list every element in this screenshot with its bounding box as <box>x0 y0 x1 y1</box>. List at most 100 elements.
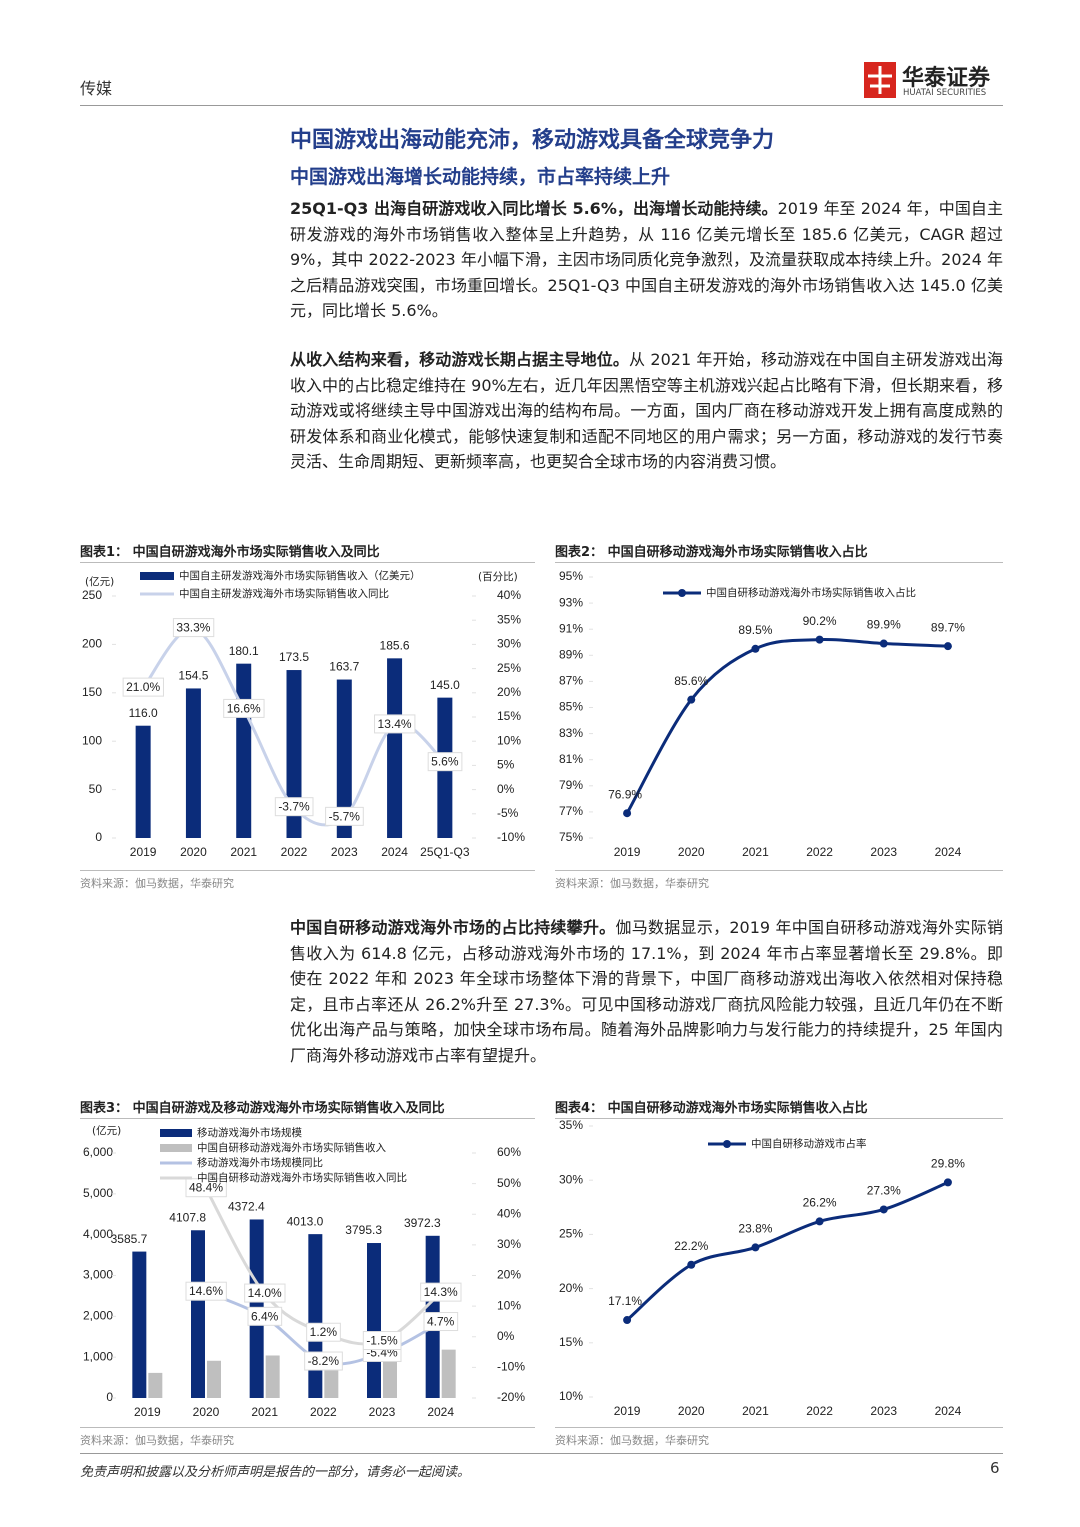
label-box <box>122 677 164 697</box>
bar-value-label: 145.0 <box>430 678 460 692</box>
line-value-label: 26.2% <box>803 1196 837 1210</box>
source-note: 资料来源：伽马数据，华泰研究 <box>555 877 709 890</box>
bar <box>286 670 302 838</box>
paragraph-body: 伽马数据显示，2019 年中国自研移动游戏海外实际销售收入为 614.8 亿元，… <box>290 918 1003 1065</box>
label-box <box>304 1351 343 1371</box>
y-tick-label: 77% <box>559 804 583 818</box>
x-tick-label: 2023 <box>870 845 897 859</box>
x-tick-label: 2021 <box>742 845 769 859</box>
footer-rule <box>80 1453 1003 1454</box>
x-tick-label: 2021 <box>251 1405 278 1419</box>
y-tick-label: 150 <box>82 685 102 699</box>
bar <box>387 658 403 838</box>
bar <box>367 1243 381 1398</box>
line-marker <box>623 809 632 818</box>
y-tick-label: 10% <box>497 733 521 747</box>
bar-value-label: 3795.3 <box>345 1223 382 1237</box>
legend-marker <box>678 589 686 597</box>
bar-value-label: 180.1 <box>229 644 259 658</box>
paragraph-lead: 25Q1-Q3 出海自研游戏收入同比增长 5.6%，出海增长动能持续。 <box>290 199 778 218</box>
label-box <box>427 752 463 772</box>
x-tick-label: 2019 <box>130 845 157 859</box>
bar-value-label: 163.7 <box>329 660 359 674</box>
y-tick-label: 85% <box>559 700 583 714</box>
x-tick-label: 2022 <box>281 845 308 859</box>
line-value-label: 85.6% <box>674 674 708 688</box>
caption-rule <box>555 562 1003 563</box>
x-tick-label: 2020 <box>193 1405 220 1419</box>
paragraph: 从收入结构来看，移动游戏长期占据主导地位。从 2021 年开始，移动游戏在中国自… <box>290 347 1003 475</box>
chart-caption: 图表4： 中国自研移动游戏海外市场实际销售收入占比 <box>555 1101 868 1116</box>
label-box <box>306 1322 341 1342</box>
legend-marker <box>723 1140 731 1148</box>
source-rule <box>555 870 1003 871</box>
bar <box>185 688 201 838</box>
y-tick-label: 50 <box>89 782 103 796</box>
y-tick-label: 40% <box>497 588 521 602</box>
line-value-label: 89.9% <box>867 618 901 632</box>
y-tick-label: 30% <box>497 637 521 651</box>
line-value-label: -5.7% <box>329 809 361 823</box>
line-value-label: 89.7% <box>931 620 965 634</box>
y-tick-label: -10% <box>497 1360 525 1374</box>
line-marker <box>879 639 888 648</box>
legend-swatch <box>140 572 174 580</box>
bar-value-label: 173.5 <box>279 650 309 664</box>
logo-icon <box>864 62 896 98</box>
y-tick-label: 87% <box>559 674 583 688</box>
y-tick-label: 93% <box>559 595 583 609</box>
line-value-label: 5.6% <box>431 755 459 769</box>
y-axis-label: (亿元) <box>92 1124 121 1137</box>
line-marker <box>751 644 760 653</box>
bar <box>236 663 252 838</box>
y-tick-label: 5% <box>497 758 515 772</box>
y-tick-label: 6,000 <box>83 1145 113 1159</box>
page-number: 6 <box>990 1459 1000 1477</box>
y-tick-label: 79% <box>559 778 583 792</box>
bar-value-label: 185.6 <box>380 639 410 653</box>
footer-disclaimer: 免责声明和披露以及分析师声明是报告的一部分，请务必一起阅读。 <box>80 1465 471 1480</box>
label-box <box>185 1178 227 1198</box>
x-tick-label: 2021 <box>742 1404 769 1418</box>
y-tick-label: 25% <box>559 1227 583 1241</box>
x-tick-label: 2024 <box>381 845 408 859</box>
line-value-label: 76.9% <box>608 787 642 801</box>
y-tick-label: 60% <box>497 1145 521 1159</box>
x-tick-label: 2019 <box>614 1404 641 1418</box>
x-tick-label: 2024 <box>427 1405 454 1419</box>
source-note: 资料来源：伽马数据，华泰研究 <box>80 877 234 890</box>
line-marker <box>687 695 696 704</box>
line-marker <box>879 1205 888 1214</box>
legend-swatch <box>160 1129 192 1137</box>
y-tick-label: 20% <box>497 1268 521 1282</box>
caption-rule <box>80 1118 535 1119</box>
line-value-label: 16.6% <box>227 701 261 715</box>
y-tick-label: 0% <box>497 782 515 796</box>
y-tick-label: 81% <box>559 752 583 766</box>
x-tick-label: 2022 <box>806 1404 833 1418</box>
bar <box>191 1230 205 1398</box>
legend-label: 移动游戏海外市场规模同比 <box>197 1156 323 1169</box>
source-rule <box>80 1427 535 1428</box>
bar <box>308 1234 323 1398</box>
label-box <box>423 1312 459 1332</box>
x-tick-label: 2021 <box>230 845 257 859</box>
y-tick-label: 5,000 <box>83 1186 113 1200</box>
y-tick-label: 0% <box>497 1329 515 1343</box>
caption-rule <box>80 562 535 563</box>
chart-caption: 图表1： 中国自研游戏海外市场实际销售收入及同比 <box>80 545 380 560</box>
legend-label: 中国自主研发游戏海外市场实际销售收入（亿美元） <box>179 569 421 582</box>
line-value-label: 89.5% <box>738 623 772 637</box>
chart-caption: 图表3： 中国自研游戏及移动游戏海外市场实际销售收入及同比 <box>80 1101 445 1116</box>
label-box <box>274 797 314 817</box>
label-box <box>244 1283 286 1303</box>
x-tick-label: 2024 <box>935 1404 962 1418</box>
bar <box>132 1251 147 1398</box>
caption-rule <box>555 1118 1003 1119</box>
line-value-label: 6.4% <box>251 1309 279 1323</box>
bar <box>441 1349 456 1398</box>
y-tick-label: 75% <box>559 830 583 844</box>
label-box <box>325 806 364 826</box>
source-note: 资料来源：伽马数据，华泰研究 <box>80 1434 234 1447</box>
